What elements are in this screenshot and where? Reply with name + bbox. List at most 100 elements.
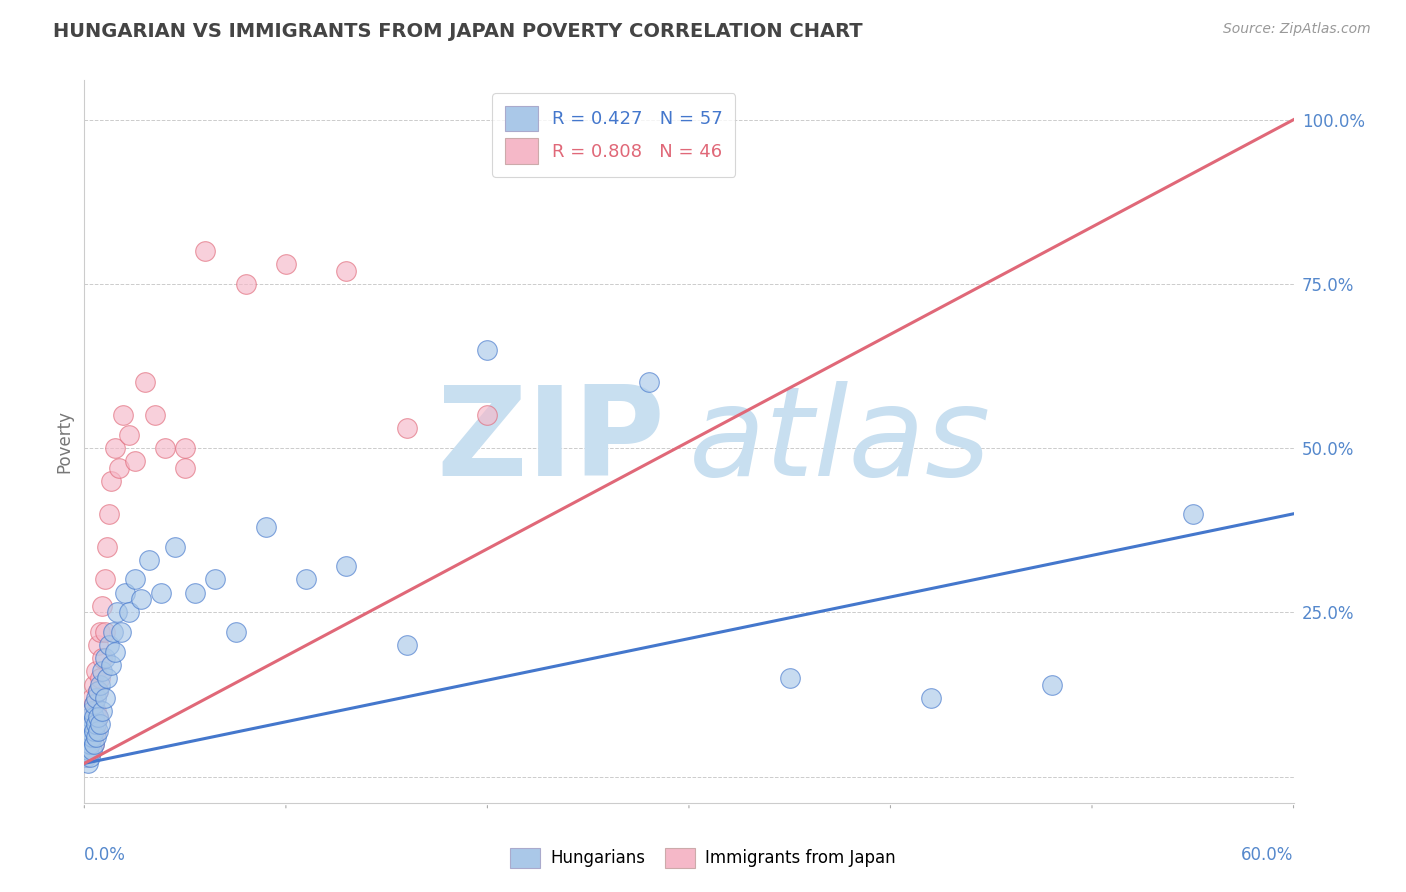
Point [124, 454, 146, 468]
Point [118, 428, 141, 442]
Point [79, 723, 101, 738]
Point [75, 737, 97, 751]
Point [1181, 507, 1204, 521]
Point [138, 553, 160, 567]
Point [83, 737, 105, 751]
Point [83, 710, 105, 724]
Point [77, 743, 100, 757]
Point [83, 698, 105, 712]
Legend: Hungarians, Immigrants from Japan: Hungarians, Immigrants from Japan [503, 841, 903, 875]
Point [143, 409, 166, 423]
Point [779, 671, 801, 685]
Point [77, 756, 100, 771]
Point [477, 409, 499, 423]
Point [77, 730, 100, 744]
Point [93, 651, 115, 665]
Point [86, 717, 108, 731]
Point [82, 717, 104, 731]
Point [86, 704, 108, 718]
Point [79, 704, 101, 718]
Point [91, 599, 114, 613]
Point [105, 605, 128, 619]
Point [204, 573, 226, 587]
Point [77, 723, 100, 738]
Point [165, 540, 187, 554]
Point [83, 698, 105, 712]
Point [100, 657, 122, 672]
Point [153, 441, 176, 455]
Point [134, 376, 156, 390]
Point [87, 684, 110, 698]
Point [104, 441, 127, 455]
Point [335, 264, 357, 278]
Point [79, 737, 101, 751]
Point [174, 460, 197, 475]
Point [174, 441, 197, 455]
Point [83, 737, 105, 751]
Point [89, 625, 111, 640]
Point [86, 665, 108, 679]
Point [97, 507, 120, 521]
Point [477, 343, 499, 357]
Point [86, 723, 108, 738]
Point [89, 671, 111, 685]
Point [124, 573, 146, 587]
Point [395, 421, 418, 435]
Point [83, 677, 105, 691]
Point [118, 605, 141, 619]
Text: 60.0%: 60.0% [1241, 847, 1294, 864]
Point [77, 730, 100, 744]
Point [77, 717, 100, 731]
Text: HUNGARIAN VS IMMIGRANTS FROM JAPAN POVERTY CORRELATION CHART: HUNGARIAN VS IMMIGRANTS FROM JAPAN POVER… [53, 22, 863, 41]
Point [225, 625, 247, 640]
Point [274, 257, 297, 271]
Point [1040, 677, 1063, 691]
Point [87, 723, 110, 738]
Point [93, 690, 115, 705]
Point [91, 665, 114, 679]
Point [75, 749, 97, 764]
Point [79, 749, 101, 764]
Point [96, 671, 118, 685]
Point [86, 690, 108, 705]
Point [83, 717, 105, 731]
Point [254, 520, 277, 534]
Point [111, 409, 134, 423]
Point [149, 585, 172, 599]
Point [82, 690, 104, 705]
Point [194, 244, 217, 258]
Point [97, 638, 120, 652]
Point [637, 376, 659, 390]
Point [91, 704, 114, 718]
Point [89, 717, 111, 731]
Point [129, 592, 152, 607]
Point [110, 625, 132, 640]
Point [91, 651, 114, 665]
Text: atlas: atlas [689, 381, 991, 502]
Point [82, 730, 104, 744]
Point [87, 710, 110, 724]
Point [184, 585, 207, 599]
Point [101, 625, 124, 640]
Point [77, 743, 100, 757]
Point [89, 677, 111, 691]
Point [104, 645, 127, 659]
Point [75, 737, 97, 751]
Point [335, 559, 357, 574]
Point [79, 710, 101, 724]
Point [82, 704, 104, 718]
Point [93, 573, 115, 587]
Point [82, 730, 104, 744]
Y-axis label: Poverty: Poverty [55, 410, 73, 473]
Text: 0.0%: 0.0% [84, 847, 127, 864]
Point [87, 684, 110, 698]
Point [107, 460, 129, 475]
Point [96, 540, 118, 554]
Point [86, 730, 108, 744]
Point [395, 638, 418, 652]
Point [75, 749, 97, 764]
Text: ZIP: ZIP [436, 381, 665, 502]
Legend: R = 0.427   N = 57, R = 0.808   N = 46: R = 0.427 N = 57, R = 0.808 N = 46 [492, 93, 735, 177]
Point [295, 573, 318, 587]
Point [235, 277, 257, 291]
